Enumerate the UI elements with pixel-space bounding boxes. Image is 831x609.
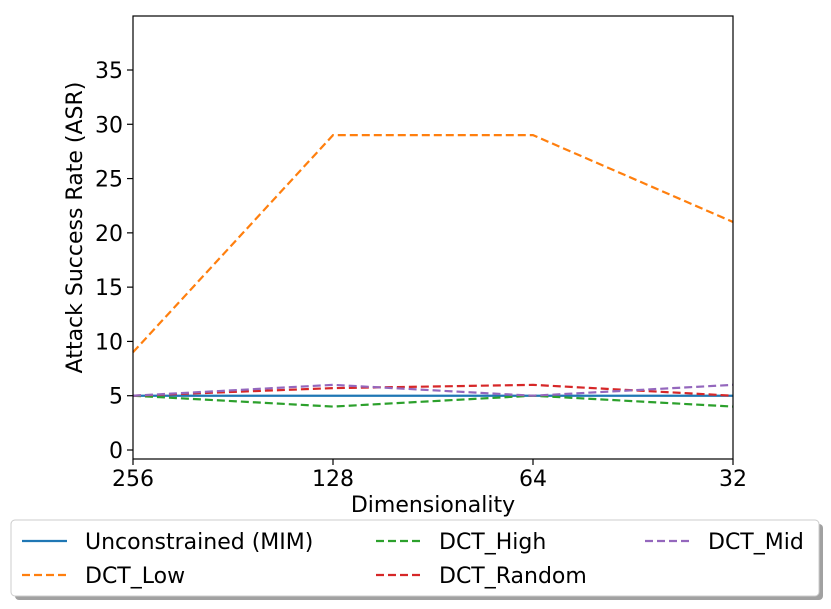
y-tick-label: 5 xyxy=(109,385,123,410)
legend-box xyxy=(10,519,820,597)
plot-frame xyxy=(132,15,734,460)
legend-label: DCT_Random xyxy=(439,564,587,589)
x-tick-label: 256 xyxy=(112,467,154,492)
y-axis-ticks: 0 5 10 15 20 25 30 35 xyxy=(95,59,133,464)
x-axis-ticks: 256 128 64 32 xyxy=(112,459,747,492)
legend: Unconstrained (MIM) DCT_Low DCT_High DCT_Ra… xyxy=(10,519,823,600)
series-line-dct-random xyxy=(132,383,734,397)
legend-label: DCT_High xyxy=(439,530,546,555)
y-axis-label: Attack Success Rate (ASR) xyxy=(63,82,88,374)
legend-label: DCT_Mid xyxy=(708,530,804,555)
series-line-dct-low xyxy=(132,134,734,354)
y-tick-label: 35 xyxy=(95,59,123,84)
x-axis-label: Dimensionality xyxy=(351,493,515,518)
y-tick-label: 30 xyxy=(95,113,123,138)
legend-label: Unconstrained (MIM) xyxy=(85,530,313,555)
x-tick-label: 128 xyxy=(312,467,354,492)
y-tick-label: 20 xyxy=(95,222,123,247)
x-tick-label: 64 xyxy=(519,467,547,492)
legend-label: DCT_Low xyxy=(85,564,185,589)
y-tick-label: 15 xyxy=(95,276,123,301)
series-line-dct-mid xyxy=(132,383,734,397)
series-line-dct-high xyxy=(132,394,734,408)
plot-lines xyxy=(132,134,734,408)
x-tick-label: 32 xyxy=(719,467,747,492)
y-tick-label: 0 xyxy=(109,439,123,464)
y-tick-label: 25 xyxy=(95,168,123,193)
y-tick-label: 10 xyxy=(95,330,123,355)
